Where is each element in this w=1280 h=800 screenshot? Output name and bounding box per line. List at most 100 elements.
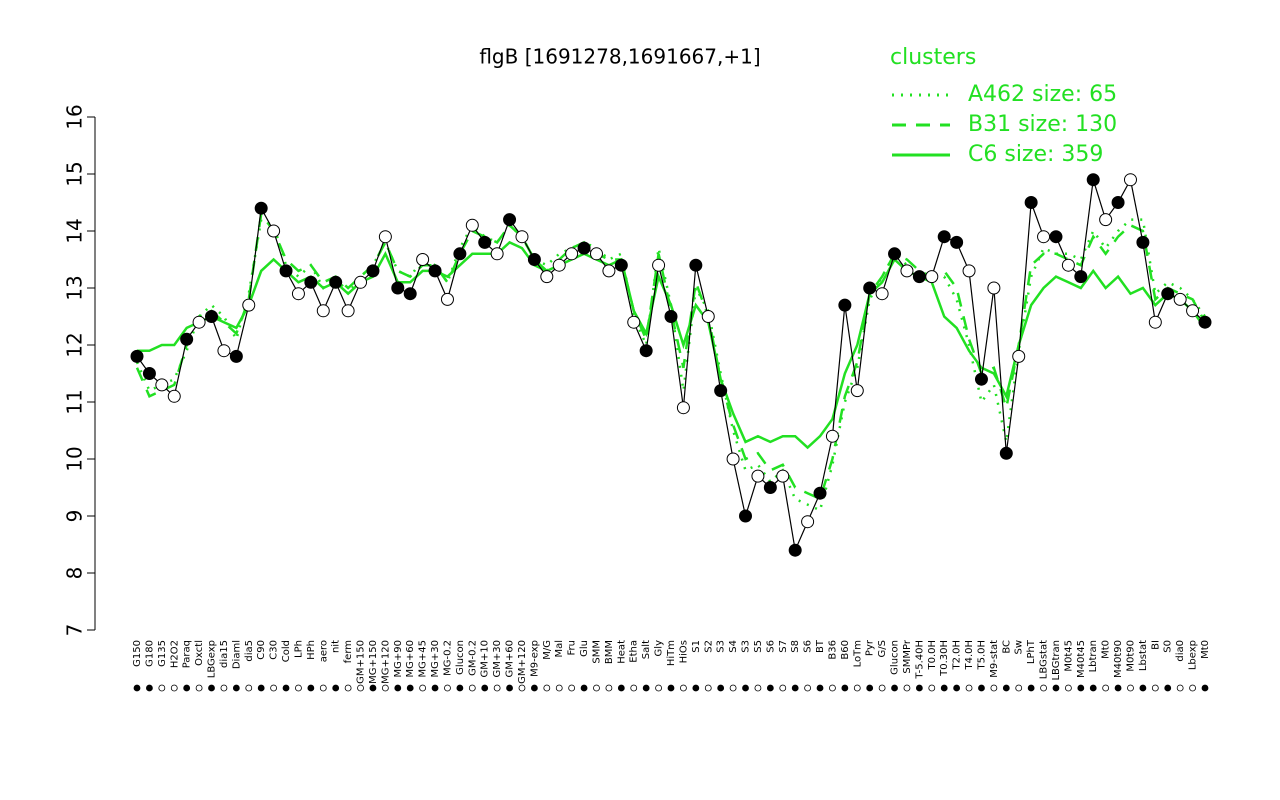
- x-tick-label: S7: [778, 640, 789, 653]
- data-point: [304, 275, 318, 289]
- cluster-dot: [593, 684, 600, 692]
- x-tick-label: T4.0H: [964, 640, 975, 671]
- cluster-dot: [1164, 684, 1172, 692]
- data-point: [900, 264, 914, 278]
- cluster-dot: [729, 684, 737, 692]
- cluster-dot: [344, 684, 352, 692]
- cluster-dot: [1077, 684, 1085, 692]
- data-point: [192, 315, 206, 329]
- x-tick-label: GM+60: [505, 640, 516, 677]
- data-point: [689, 258, 703, 272]
- x-tick-label: S3: [741, 640, 752, 653]
- cluster-dot: [866, 684, 874, 692]
- data-point: [614, 258, 628, 272]
- data-point: [291, 287, 305, 301]
- x-tick-label: HiOs: [678, 640, 689, 663]
- chart-title: flgB [1691278,1691667,+1]: [479, 45, 760, 69]
- data-point: [366, 264, 380, 278]
- data-point: [676, 401, 690, 415]
- cluster-dot: [754, 684, 762, 692]
- x-tick-label: Mal: [554, 640, 565, 658]
- data-point: [763, 481, 777, 494]
- x-tick-label: BI: [1150, 640, 1161, 650]
- x-tick-label: S0: [1163, 640, 1174, 653]
- data-point: [130, 349, 144, 363]
- data-point: [1049, 230, 1063, 244]
- x-tick-label: MG+90: [393, 640, 404, 677]
- cluster-dot: [717, 684, 725, 692]
- cluster-dot: [940, 684, 948, 692]
- data-point: [329, 275, 343, 289]
- data-point: [825, 429, 839, 443]
- data-point: [1148, 315, 1162, 329]
- y-tick-label: 11: [63, 389, 87, 414]
- x-tick-label: Mt0: [1200, 640, 1211, 659]
- cluster-dot: [791, 684, 799, 692]
- cluster-dot: [394, 684, 402, 692]
- x-tick-label: GM+30: [492, 640, 503, 677]
- data-point: [341, 304, 355, 318]
- x-tick-label: S8: [790, 640, 801, 653]
- data-point: [788, 543, 802, 557]
- data-point: [440, 292, 454, 306]
- cluster-dot: [456, 684, 464, 692]
- data-point: [751, 469, 765, 483]
- cluster-dot: [319, 684, 327, 692]
- cluster-dot: [891, 684, 898, 692]
- x-tick-label: nit: [331, 640, 342, 653]
- cluster-dot: [506, 684, 513, 692]
- data-point: [242, 298, 256, 312]
- cluster-dot: [195, 684, 203, 692]
- x-tick-label: T0.30H: [939, 640, 950, 677]
- data-point: [589, 247, 603, 261]
- data-point: [229, 349, 243, 363]
- data-point: [1074, 270, 1088, 284]
- cluster-dot: [518, 684, 526, 692]
- cluster-dot: [953, 684, 961, 692]
- cluster-dot: [419, 684, 427, 692]
- y-tick-label: 9: [63, 510, 87, 523]
- cluster-dot: [1176, 684, 1184, 692]
- data-point: [267, 224, 281, 238]
- y-tick-label: 14: [63, 218, 87, 243]
- data-point: [391, 281, 405, 295]
- data-point: [1198, 315, 1212, 329]
- cluster-dot: [1040, 684, 1047, 692]
- cluster-dot: [990, 684, 998, 692]
- cluster-dot: [642, 684, 650, 692]
- x-tick-label: MG+60: [405, 640, 416, 677]
- data-point: [180, 332, 194, 346]
- y-tick-label: 10: [63, 446, 87, 471]
- x-tick-label: Lbexp: [1188, 640, 1199, 670]
- x-tick-label: T0.0H: [927, 640, 938, 671]
- x-tick-label: S4: [728, 640, 739, 653]
- data-point: [701, 310, 715, 323]
- cluster-dot: [183, 684, 191, 692]
- cluster-dot: [468, 684, 476, 692]
- data-point: [937, 230, 951, 244]
- x-tick-label: Paraq: [182, 640, 193, 668]
- data-point: [527, 253, 541, 266]
- x-tick-label: M0t90: [1125, 640, 1136, 672]
- x-tick-label: M/G: [542, 640, 553, 660]
- x-tick-label: Heat: [616, 640, 627, 664]
- x-tick-label: T2.0H: [952, 640, 963, 671]
- x-tick-label: B60: [840, 640, 851, 660]
- cluster-dot: [133, 684, 141, 692]
- x-tick-label: G150: [132, 640, 143, 667]
- cluster-dot: [158, 684, 166, 692]
- x-tick-label: BMM: [604, 640, 615, 664]
- data-point: [1161, 287, 1175, 301]
- data-point: [1111, 196, 1125, 209]
- x-tick-label: MG-0.2: [442, 640, 453, 676]
- legend-label: B31 size: 130: [968, 112, 1117, 137]
- cluster-dot: [742, 684, 749, 692]
- cluster-line: [135, 210, 1207, 501]
- data-point: [155, 378, 169, 392]
- x-tick-label: BT: [815, 639, 826, 653]
- cluster-dot: [841, 684, 849, 692]
- x-tick-label: LBGstat: [1039, 640, 1050, 679]
- x-tick-label: Lbstat: [1138, 640, 1149, 671]
- x-tick-label: Diaml: [231, 640, 242, 669]
- cluster-dot: [1189, 684, 1196, 692]
